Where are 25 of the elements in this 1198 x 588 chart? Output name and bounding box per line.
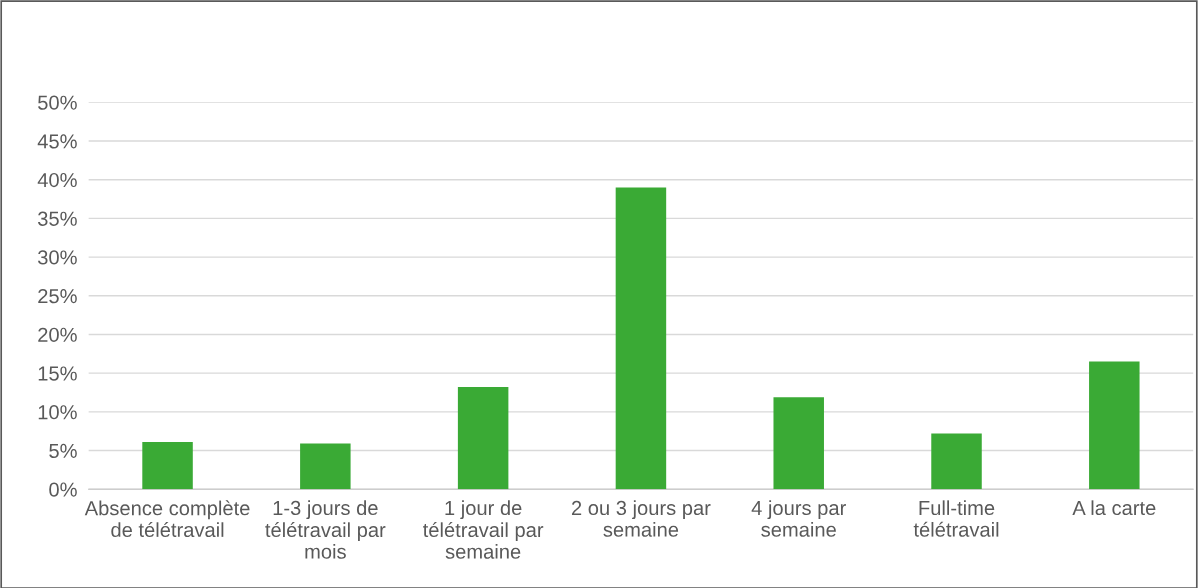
bar bbox=[1089, 361, 1140, 490]
x-tick-label: Full-time télétravail bbox=[913, 500, 999, 537]
bar bbox=[773, 397, 824, 490]
y-tick-label: 0% bbox=[49, 482, 77, 497]
y-tick-label: 40% bbox=[37, 172, 77, 188]
x-tick-label: 4 jours par semaine bbox=[751, 500, 846, 537]
y-tick-label: 50% bbox=[38, 95, 77, 110]
x-tick-label: Absence complète de télétravail bbox=[84, 500, 250, 538]
y-tick-label: 15% bbox=[38, 366, 77, 381]
bar bbox=[615, 187, 667, 490]
y-tick-label: 20% bbox=[38, 327, 77, 342]
bar bbox=[142, 442, 193, 490]
y-tick-label: 25% bbox=[38, 289, 77, 304]
y-tick-label: 5% bbox=[49, 443, 77, 459]
bar bbox=[457, 387, 509, 490]
bar bbox=[931, 433, 982, 490]
y-tick-label: 45% bbox=[37, 134, 77, 149]
x-tick-label: 2 ou 3 jours par semaine bbox=[571, 500, 711, 537]
y-tick-label: 30% bbox=[38, 250, 77, 265]
y-tick-label: 35% bbox=[38, 211, 77, 226]
x-tick-label: A la carte bbox=[1072, 500, 1156, 516]
x-tick-label: 1-3 jours de télétravail par mois bbox=[265, 500, 386, 559]
bar bbox=[300, 443, 351, 490]
x-tick-label: 1 jour de télétravail par semaine bbox=[423, 500, 544, 559]
y-tick-label: 10% bbox=[38, 405, 77, 420]
